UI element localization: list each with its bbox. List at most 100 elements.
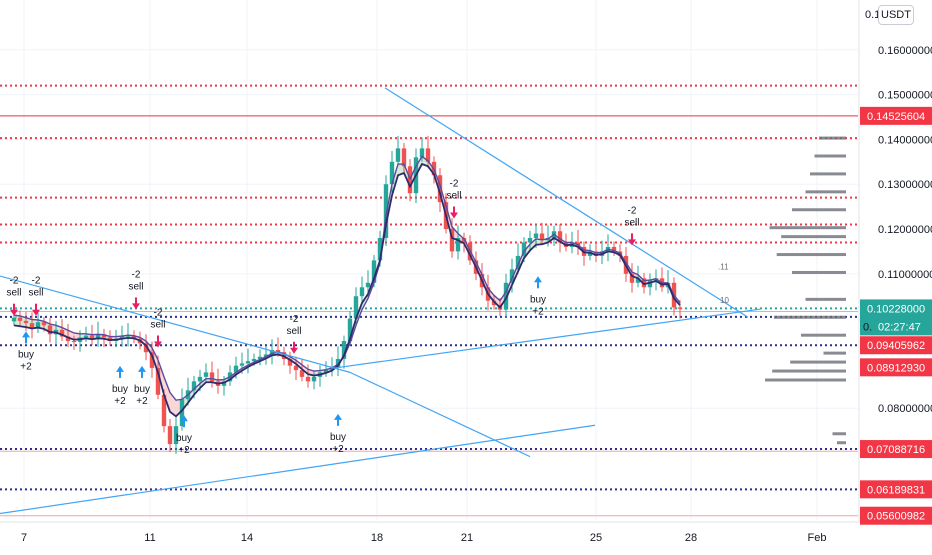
volume-profile-bar — [772, 369, 846, 373]
x-tick-label: 18 — [371, 532, 383, 544]
candle-body — [401, 148, 407, 167]
candle-body — [161, 394, 167, 427]
candle-body — [371, 260, 377, 283]
buy-signal-value: +2 — [136, 396, 148, 407]
candle-body — [17, 317, 23, 321]
candle-body — [377, 237, 383, 261]
buy-signal-value: +2 — [332, 444, 344, 455]
bar-countdown-text: 02:27:47 — [878, 321, 921, 333]
candle-body — [23, 320, 29, 324]
volume-profile-bar — [790, 360, 846, 364]
sell-signal-value: -2 — [450, 178, 459, 189]
quote-currency-badge[interactable]: USDT — [878, 5, 914, 25]
candle-body — [149, 352, 155, 368]
candle-body — [269, 349, 275, 355]
sell-signal-label: sell — [446, 190, 461, 201]
current-price-partial: 0. — [863, 321, 872, 333]
current-price-badge — [860, 299, 932, 336]
annotation-text: 10 — [720, 296, 729, 305]
x-tick-label: 7 — [21, 532, 27, 544]
x-tick-label: 21 — [461, 532, 473, 544]
current-price-text: 0.10228000 — [867, 303, 925, 315]
candle-body — [359, 287, 365, 297]
candle-body — [629, 273, 635, 283]
buy-signal-value: +2 — [178, 445, 190, 456]
price-label-badge — [860, 440, 932, 459]
ribbon-segment — [632, 272, 638, 279]
sell-signal-value: -2 — [132, 269, 141, 280]
buy-signal-value: +2 — [114, 396, 126, 407]
price-label-text: 0.08912930 — [867, 362, 925, 374]
candle-body — [59, 329, 65, 337]
candle-body — [29, 323, 35, 329]
y-tick-label: 0.13000000 — [878, 179, 932, 191]
buy-arrow-head — [138, 365, 146, 372]
volume-profile-bar — [805, 297, 846, 301]
price-label-badge — [860, 106, 932, 125]
x-tick-label: 11 — [144, 532, 155, 544]
ribbon-segment — [494, 295, 500, 308]
candle-body — [119, 336, 125, 339]
candle-body — [527, 237, 533, 243]
buy-signal-label: buy — [330, 432, 346, 443]
lower-band-line — [13, 162, 681, 418]
ribbon-segment — [398, 164, 404, 176]
volume-profile-bar — [781, 235, 846, 239]
buy-signal-label: buy — [530, 294, 546, 305]
volume-profile-bar — [810, 172, 846, 176]
trendline — [334, 308, 761, 369]
candle-body — [491, 300, 497, 306]
y-tick-label: 0.16000000 — [878, 45, 932, 57]
candle-body — [263, 354, 269, 357]
price-label-badge — [860, 358, 932, 377]
x-tick-label: 14 — [241, 532, 253, 544]
sell-arrow-head — [450, 212, 458, 219]
volume-profile-bar — [792, 270, 846, 274]
candle-body — [173, 426, 179, 445]
candle-body — [275, 349, 281, 353]
sell-signal-value: -2 — [154, 308, 163, 319]
buy-signal-label: buy — [18, 349, 34, 360]
candle-body — [395, 148, 401, 162]
y-tick-label: 0.1 — [865, 9, 880, 21]
ribbon-segment — [530, 238, 536, 251]
candle-body — [365, 282, 371, 288]
price-label-text: 0.14525604 — [867, 111, 925, 123]
y-tick-label: 0.08000000 — [878, 403, 932, 415]
price-label-text: 0.07088716 — [867, 444, 925, 456]
candle-body — [41, 322, 47, 326]
candle-body — [65, 336, 71, 342]
price-label-badge — [860, 506, 932, 525]
candle-body — [419, 148, 425, 158]
upper-band-line — [13, 155, 681, 401]
candle-body — [293, 365, 299, 371]
sell-signal-label: sell — [28, 288, 43, 299]
sell-signal-label: sell — [128, 281, 143, 292]
candle-body — [305, 376, 311, 382]
candle-body — [593, 251, 599, 256]
buy-signal-label: buy — [176, 433, 192, 444]
candle-body — [389, 161, 395, 185]
sell-signal-label: sell — [6, 288, 21, 299]
y-tick-label: 0.14000000 — [878, 134, 932, 146]
candle-body — [647, 280, 653, 288]
candle-body — [329, 367, 335, 371]
trendline — [384, 87, 749, 318]
price-label-badge — [860, 480, 932, 499]
candle-body — [425, 148, 431, 162]
candle-body — [641, 278, 647, 288]
candle-body — [611, 246, 617, 252]
x-tick-label: Feb — [808, 532, 827, 544]
volume-profile-bar — [837, 441, 846, 445]
candle-body — [191, 381, 197, 391]
volume-profile-bar — [765, 378, 846, 382]
price-label-badge — [860, 336, 932, 355]
candle-body — [203, 372, 209, 377]
volume-profile-bar — [832, 432, 846, 436]
candle-body — [47, 325, 53, 335]
candle-body — [35, 322, 41, 329]
candle-body — [521, 242, 527, 256]
candle-body — [347, 318, 353, 342]
